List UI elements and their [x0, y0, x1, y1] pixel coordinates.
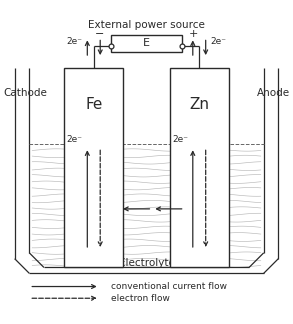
Text: Cathode: Cathode — [3, 88, 47, 98]
Text: Zn: Zn — [189, 98, 209, 112]
Text: 2e⁻: 2e⁻ — [67, 37, 83, 46]
Text: 2e⁻: 2e⁻ — [67, 135, 83, 145]
Text: electron flow: electron flow — [111, 294, 170, 303]
Bar — [170, 68, 229, 268]
Text: E: E — [143, 38, 150, 48]
Text: conventional current flow: conventional current flow — [111, 282, 227, 291]
Text: Electrolyte: Electrolyte — [119, 258, 174, 268]
Text: External power source: External power source — [88, 20, 205, 30]
Text: +: + — [189, 29, 198, 39]
Text: −: − — [95, 29, 104, 39]
Text: 2e⁻: 2e⁻ — [210, 37, 226, 46]
Text: Fe: Fe — [85, 98, 103, 112]
Text: 2e⁻: 2e⁻ — [172, 135, 188, 145]
Bar — [111, 35, 182, 52]
Bar — [64, 68, 123, 268]
Text: Anode: Anode — [257, 88, 290, 98]
